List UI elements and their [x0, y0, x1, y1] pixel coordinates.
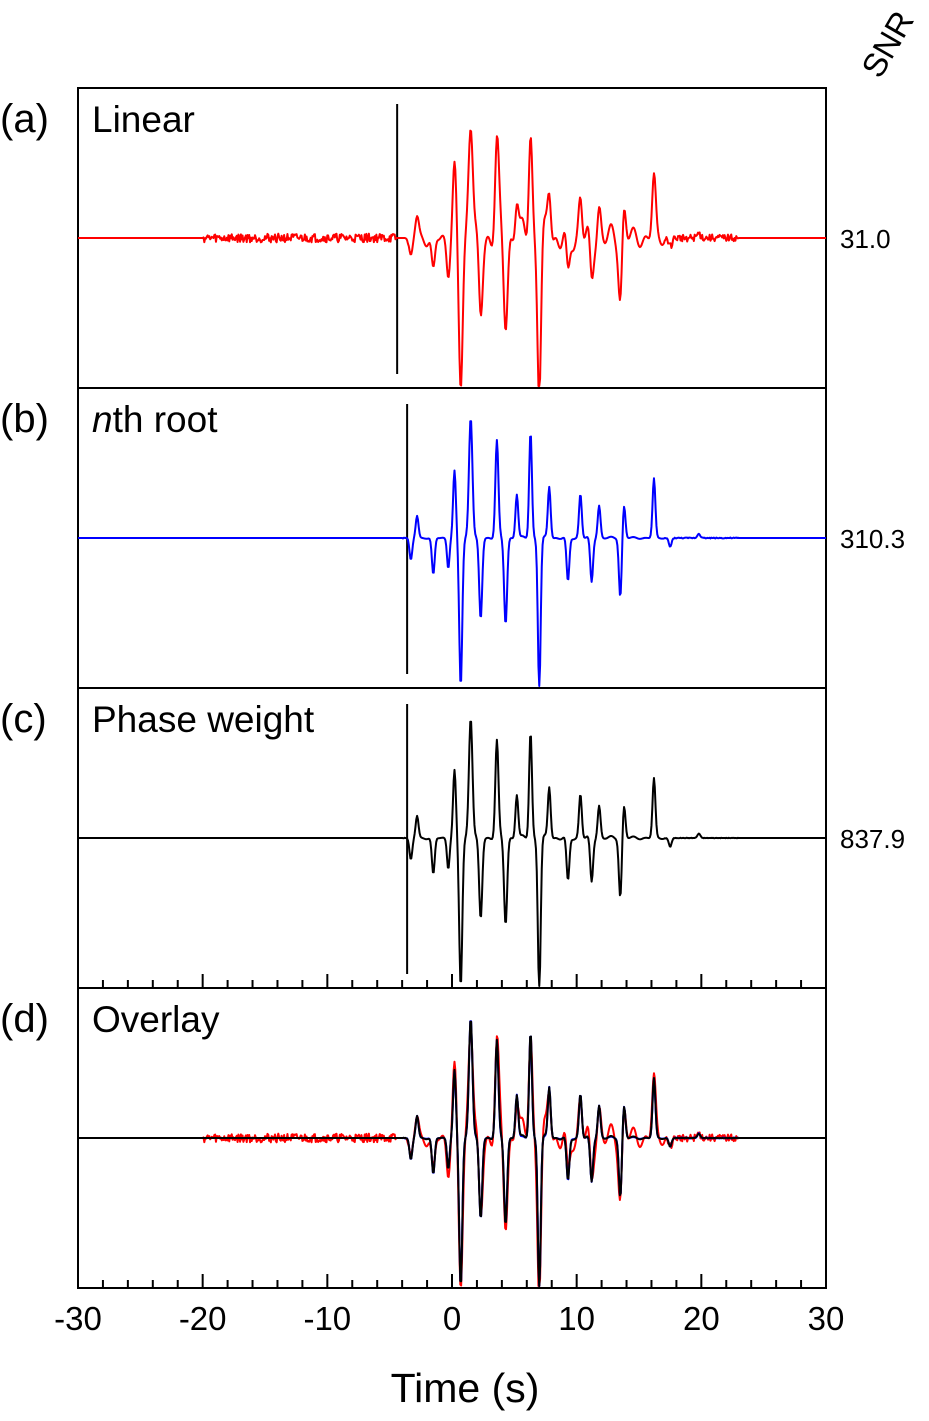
panel-title: Overlay	[92, 999, 220, 1040]
series-nth_root	[77, 1020, 827, 1287]
x-tick-label: -30	[54, 1300, 102, 1337]
snr-value: 310.3	[840, 524, 905, 554]
series-phase_weight	[77, 1020, 827, 1287]
panel-title: nth root	[92, 399, 218, 440]
panel-0: (a) Linear 31.0	[0, 87, 891, 389]
x-tick-label: 10	[558, 1300, 595, 1337]
panel-3: (d) Overlay	[0, 987, 827, 1289]
series-linear	[77, 129, 827, 387]
panel-2: (c) Phase weight 837.9	[0, 687, 905, 989]
x-axis-title: Time (s)	[391, 1365, 540, 1411]
panel-letter: (a)	[0, 97, 49, 141]
series-nth_root	[77, 420, 827, 687]
panel-letter: (c)	[0, 697, 47, 741]
snr-value: 837.9	[840, 824, 905, 854]
panel-letter: (b)	[0, 397, 49, 441]
panel-title: Phase weight	[92, 699, 315, 740]
x-tick-label: -10	[303, 1300, 351, 1337]
x-tick-label: 20	[683, 1300, 720, 1337]
panel-letter: (d)	[0, 997, 49, 1041]
snr-header: SNR	[854, 5, 921, 84]
snr-value: 31.0	[840, 224, 891, 254]
panel-title: Linear	[92, 99, 195, 140]
x-tick-label: -20	[179, 1300, 227, 1337]
panels: (a) Linear 31.0 (b) nth root 310.3 (c) Phase we…	[0, 87, 905, 1289]
series-linear	[77, 1029, 827, 1287]
panel-1: (b) nth root 310.3	[0, 387, 905, 689]
x-tick-label: 30	[808, 1300, 845, 1337]
x-axis: -30 -20 -10 0 10 20 30	[54, 1274, 844, 1337]
series-phase_weight	[77, 720, 827, 987]
x-tick-label: 0	[443, 1300, 461, 1337]
